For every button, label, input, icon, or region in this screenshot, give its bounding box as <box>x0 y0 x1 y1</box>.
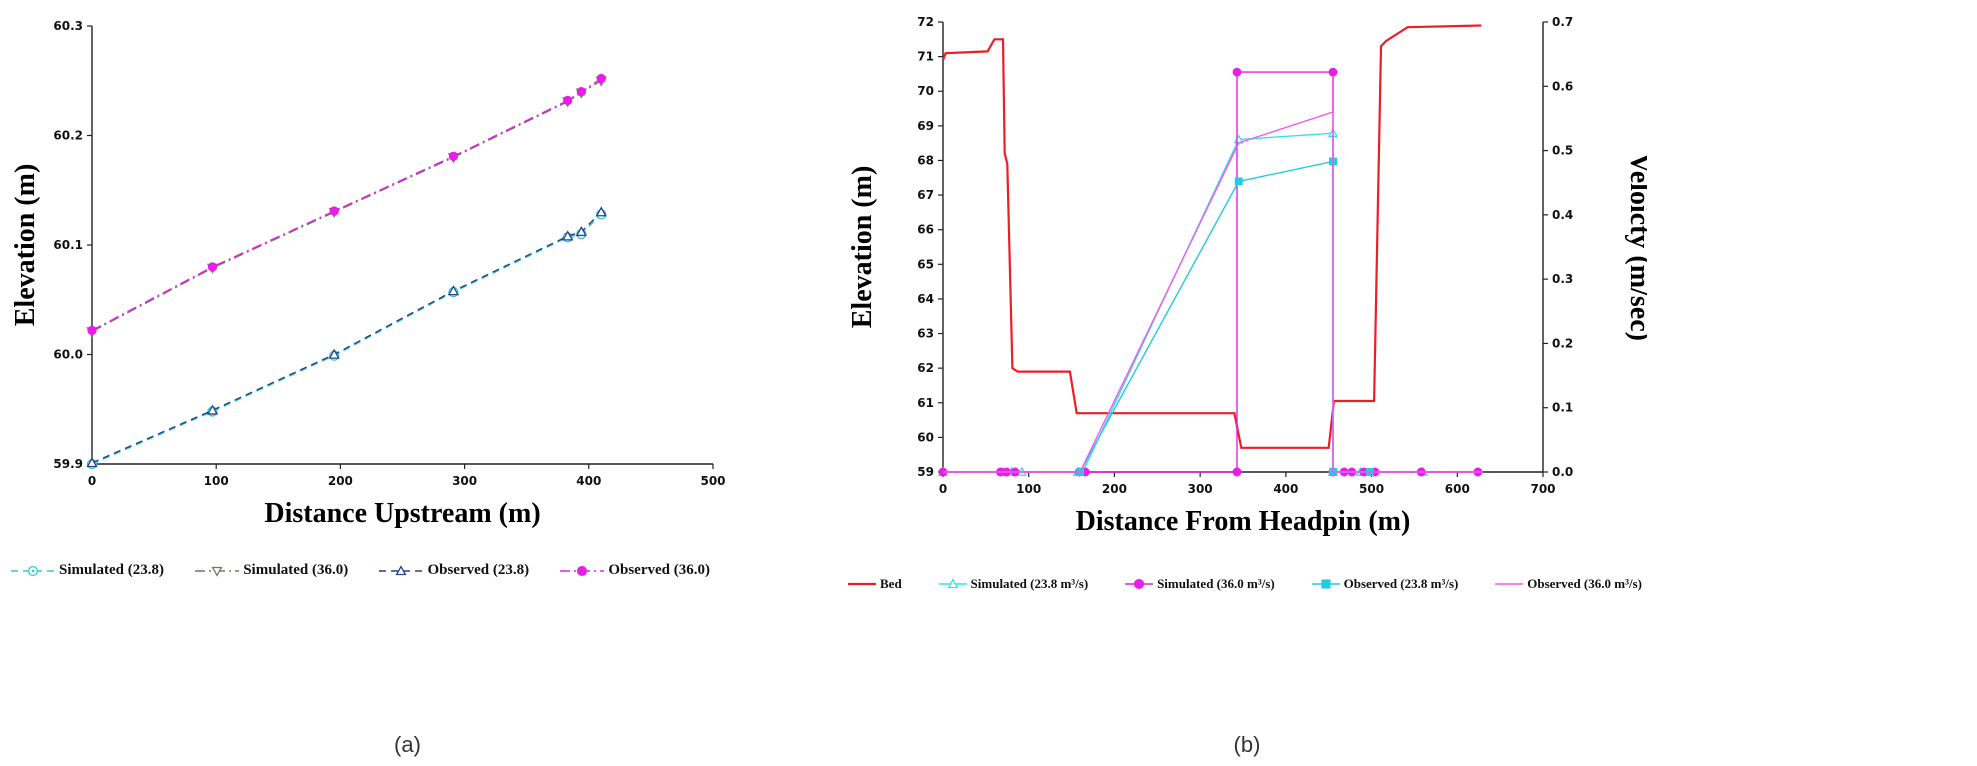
svg-text:69: 69 <box>917 119 934 133</box>
svg-text:0.6: 0.6 <box>1552 79 1573 93</box>
y2-ticks: 0.0 0.1 0.2 0.3 0.4 0.5 0.6 0.7 <box>1543 15 1573 479</box>
svg-text:62: 62 <box>917 361 934 375</box>
legend-label-observed-23.8-m-s: Observed (23.8 m³/s) <box>1343 576 1459 591</box>
series-bed <box>941 24 1482 449</box>
legend-swatch-observed-36.0-m-s <box>1495 583 1524 585</box>
series-simulated-23.8 <box>86 209 607 470</box>
series-observed-36.0-m-s <box>943 111 1483 473</box>
chart-b-legend: Bed Simulated (23.8 m³/s) Simulated (36.0 … <box>847 576 1642 592</box>
legend-item-observed-23.8: Observed (23.8) <box>378 562 529 579</box>
svg-text:0.0: 0.0 <box>1552 465 1573 479</box>
svg-text:0.2: 0.2 <box>1552 336 1573 350</box>
legend-label-bed: Bed <box>880 576 902 591</box>
legend-swatch-simulated-36.0 <box>195 566 240 577</box>
x-ticks: 0 100 200 300 400 500 600 700 <box>939 472 1556 496</box>
series-simulated-23.8-m-s <box>937 127 1429 476</box>
svg-text:0.3: 0.3 <box>1552 272 1573 286</box>
svg-text:0: 0 <box>939 482 947 496</box>
legend-item-observed-23.8-m-s: Observed (23.8 m³/s) <box>1311 576 1459 592</box>
legend-label-observed-36.0-m-s: Observed (36.0 m³/s) <box>1527 576 1642 591</box>
svg-text:64: 64 <box>917 292 934 306</box>
series-observed-23.8-m-s <box>1076 157 1374 476</box>
svg-text:68: 68 <box>917 153 934 167</box>
svg-text:70: 70 <box>917 84 934 98</box>
svg-text:59.9: 59.9 <box>53 457 83 471</box>
legend-swatch-simulated-36.0-m-s <box>1125 578 1154 590</box>
svg-text:100: 100 <box>204 474 229 488</box>
series-observed-36.0 <box>87 73 606 336</box>
legend-swatch-bed <box>848 582 876 586</box>
svg-text:59: 59 <box>917 465 934 479</box>
y-ticks: 59 60 61 62 63 64 65 66 67 68 69 70 71 72 <box>917 15 943 479</box>
svg-text:500: 500 <box>700 474 725 488</box>
chart-a-legend: Simulated (23.8) Simulated (36.0) Observed… <box>10 562 710 579</box>
svg-text:60.1: 60.1 <box>53 238 83 252</box>
chart-b-panel: 0 100 200 300 400 500 600 700 59 60 61 62 63 64 65 66 67… <box>847 8 1647 760</box>
chart-b-canvas: 0 100 200 300 400 500 600 700 59 60 61 62 63 64 65 66 67… <box>847 15 1647 537</box>
series-observed-23.8 <box>86 206 607 468</box>
caption-b: (b) <box>1233 732 1261 757</box>
svg-text:500: 500 <box>1359 482 1384 496</box>
legend-item-simulated-36.0-m-s: Simulated (36.0 m³/s) <box>1124 576 1275 592</box>
legend-label-observed-36.0: Observed (36.0) <box>608 562 710 578</box>
svg-text:60.3: 60.3 <box>53 19 83 33</box>
legend-item-simulated-36.0: Simulated (36.0) <box>194 562 348 579</box>
svg-text:66: 66 <box>917 223 934 237</box>
svg-text:72: 72 <box>917 15 934 29</box>
axes <box>91 26 713 465</box>
svg-text:700: 700 <box>1530 482 1555 496</box>
legend-label-simulated-36.0-m-s: Simulated (36.0 m³/s) <box>1157 576 1275 591</box>
legend-swatch-observed-23.8 <box>379 564 424 575</box>
chart-a-panel: 0 100 200 300 400 500 59.9 60.0 60.1 60.2 60.3 Dist… <box>10 8 805 760</box>
legend-item-simulated-23.8: Simulated (23.8) <box>10 562 164 579</box>
legend-label-simulated-23.8: Simulated (23.8) <box>59 562 164 578</box>
legend-swatch-observed-36.0 <box>560 565 605 576</box>
caption-a: (a) <box>394 732 421 757</box>
svg-text:63: 63 <box>917 327 934 341</box>
svg-text:65: 65 <box>917 257 934 271</box>
legend-item-bed: Bed <box>847 576 902 592</box>
legend-item-observed-36.0: Observed (36.0) <box>559 562 710 579</box>
svg-text:400: 400 <box>1273 482 1298 496</box>
svg-text:67: 67 <box>917 188 934 202</box>
chart-a-canvas: 0 100 200 300 400 500 59.9 60.0 60.1 60.2 60.3 Dist… <box>10 19 726 529</box>
svg-text:300: 300 <box>452 474 477 488</box>
legend-label-simulated-23.8-m-s: Simulated (23.8 m³/s) <box>970 576 1089 591</box>
svg-text:60: 60 <box>917 430 934 444</box>
svg-text:0: 0 <box>88 474 96 488</box>
legend-swatch-simulated-23.8-m-s <box>938 578 967 589</box>
svg-text:100: 100 <box>1016 482 1041 496</box>
svg-text:0.5: 0.5 <box>1552 144 1573 158</box>
legend-swatch-simulated-23.8 <box>11 565 55 576</box>
axes <box>942 22 1544 473</box>
svg-text:400: 400 <box>576 474 601 488</box>
legend-item-observed-36.0-m-s: Observed (36.0 m³/s) <box>1494 576 1642 592</box>
x-ticks: 0 100 200 300 400 500 <box>88 464 726 488</box>
svg-text:0.4: 0.4 <box>1552 208 1573 222</box>
y-ticks: 59.9 60.0 60.1 60.2 60.3 <box>53 19 92 471</box>
x-axis-label: Distance From Headpin (m) <box>1076 506 1411 537</box>
y-axis-label: Elevation (m) <box>847 166 878 329</box>
svg-text:60.2: 60.2 <box>53 129 83 143</box>
svg-text:71: 71 <box>917 50 934 64</box>
legend-label-simulated-36.0: Simulated (36.0) <box>243 562 349 578</box>
svg-text:200: 200 <box>1102 482 1127 496</box>
svg-text:0.1: 0.1 <box>1552 401 1573 415</box>
x-axis-label: Distance Upstream (m) <box>264 498 540 529</box>
y-axis-label: Elevation (m) <box>10 164 41 327</box>
y2-axis-label: Veloicty (m/sec) <box>1624 153 1647 341</box>
legend-label-observed-23.8: Observed (23.8) <box>427 562 530 578</box>
svg-text:300: 300 <box>1188 482 1213 496</box>
series-simulated-36.0 <box>86 76 607 338</box>
svg-text:61: 61 <box>917 396 934 410</box>
svg-text:60.0: 60.0 <box>53 348 83 362</box>
legend-swatch-observed-23.8-m-s <box>1311 579 1340 589</box>
svg-text:0.7: 0.7 <box>1552 15 1573 29</box>
series-simulated-36.0-m-s <box>938 67 1483 477</box>
svg-text:600: 600 <box>1445 482 1470 496</box>
legend-item-simulated-23.8-m-s: Simulated (23.8 m³/s) <box>938 576 1089 592</box>
svg-text:200: 200 <box>328 474 353 488</box>
